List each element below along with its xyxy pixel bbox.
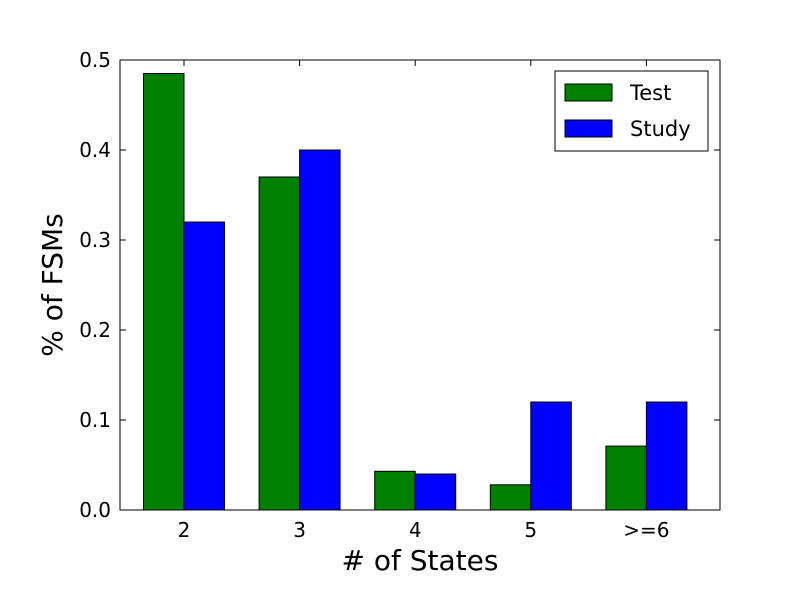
y-tick-label: 0.4 xyxy=(79,138,111,162)
x-tick-label: 4 xyxy=(409,518,422,542)
bar-study-4 xyxy=(645,401,688,511)
y-tick-label: 0.1 xyxy=(79,408,111,432)
bar-test-3 xyxy=(489,484,532,511)
plot-frame xyxy=(119,59,721,511)
bars-group xyxy=(143,73,688,511)
y-tick-label: 0.2 xyxy=(79,318,111,342)
bar-study-0 xyxy=(183,221,225,511)
bar-study-3 xyxy=(530,401,572,511)
bar-test-1 xyxy=(258,176,301,511)
legend-label-test: Test xyxy=(629,81,671,105)
legend: Test Study xyxy=(554,70,709,152)
bar-test-4 xyxy=(605,445,647,511)
ticks-group: 2 3 4 5 >=6 0.0 0.1 0.2 0.3 0.4 0.5 xyxy=(79,48,720,542)
x-tick-label: 3 xyxy=(293,518,306,542)
y-tick-label: 0.3 xyxy=(79,228,111,252)
bar-test-2 xyxy=(374,470,416,511)
y-axis-title: % of FSMs xyxy=(36,213,69,357)
y-tick-label: 0.0 xyxy=(79,498,111,522)
bar-study-2 xyxy=(414,473,457,511)
x-tick-label: 2 xyxy=(178,518,191,542)
bar-study-1 xyxy=(299,149,341,511)
x-tick-label: 5 xyxy=(524,518,537,542)
bar-test-0 xyxy=(143,73,185,511)
legend-swatch-study xyxy=(564,119,613,138)
x-axis-title: # of States xyxy=(342,544,499,577)
y-tick-label: 0.5 xyxy=(79,48,111,72)
x-tick-label: >=6 xyxy=(623,518,669,542)
legend-swatch-test xyxy=(564,83,613,102)
legend-label-study: Study xyxy=(630,117,691,141)
